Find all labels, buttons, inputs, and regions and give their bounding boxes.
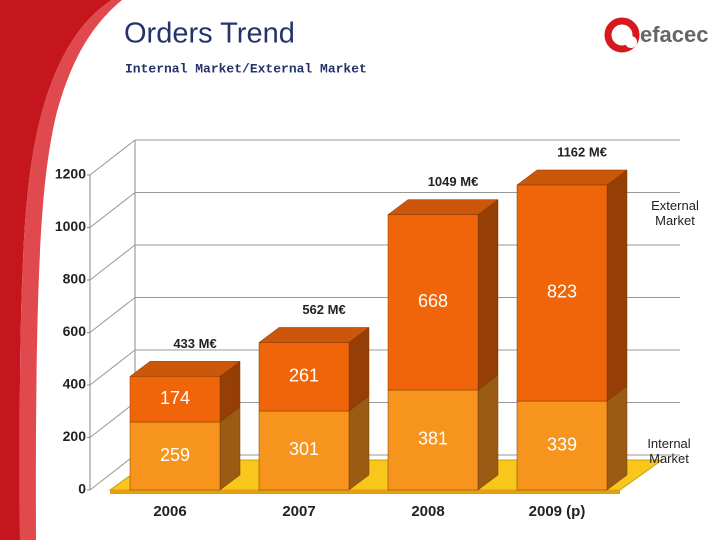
value-label: 381 (418, 429, 448, 449)
y-tick-label: 800 (63, 271, 87, 287)
grid-line-slant (89, 192, 136, 228)
y-tick-label: 1200 (55, 166, 86, 182)
x-tick-label: 2008 (411, 503, 444, 520)
y-tick-label: 1000 (55, 218, 86, 234)
y-tick-label: 600 (63, 323, 87, 339)
total-label: 1162 M€ (557, 144, 607, 159)
y-tick-label: 200 (63, 428, 87, 444)
total-label: 1049 M€ (428, 174, 479, 189)
x-tick-label: 2007 (282, 503, 315, 520)
bar (387, 389, 479, 491)
legend-label: External Market (651, 197, 699, 228)
logo-text: efacec (640, 22, 709, 47)
legend-label: Internal Market (647, 435, 691, 466)
bar (258, 410, 350, 491)
grid-line-slant (89, 402, 136, 438)
grid-line-slant (89, 349, 136, 386)
total-label: 562 M€ (302, 302, 345, 317)
value-label: 339 (547, 434, 577, 454)
chart-title: Orders Trend (124, 18, 295, 50)
bar (258, 342, 350, 412)
bar-side (348, 395, 370, 491)
bar-side (606, 385, 628, 491)
grid-line-slant (89, 244, 136, 281)
bar (516, 400, 608, 491)
bar-side (477, 374, 499, 491)
y-tick-label: 0 (78, 481, 86, 497)
decor-band (0, 0, 112, 540)
grid-line-slant (89, 454, 136, 491)
total-label: 433 M€ (173, 336, 216, 351)
value-label: 261 (289, 365, 319, 385)
logo-icon-cut (625, 36, 637, 48)
bar (129, 421, 221, 491)
x-tick-label: 2006 (153, 503, 186, 520)
value-label: 823 (547, 282, 577, 302)
x-tick-label: 2009 (p) (529, 503, 586, 520)
bar (387, 214, 479, 391)
bar-side (477, 199, 499, 391)
value-label: 668 (418, 291, 448, 311)
value-label: 259 (160, 445, 190, 465)
grid-line-slant (89, 139, 136, 176)
logo-icon (604, 17, 640, 53)
value-label: 174 (160, 388, 190, 408)
grid-line-slant (89, 297, 136, 333)
y-tick-label: 400 (63, 376, 87, 392)
floor-edge (110, 490, 620, 494)
decor-band-light (19, 0, 122, 540)
bar-side (606, 169, 628, 402)
bar (129, 376, 221, 423)
bar (516, 184, 608, 402)
chart-subtitle: Internal Market/External Market (125, 61, 367, 76)
value-label: 301 (289, 439, 319, 459)
